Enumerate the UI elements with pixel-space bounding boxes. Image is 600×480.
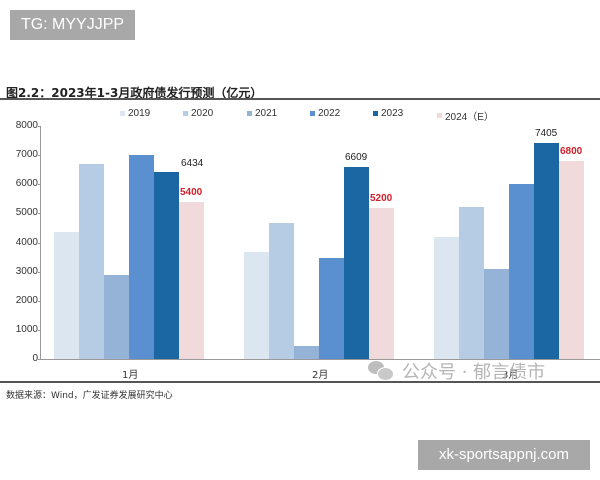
tg-badge: TG: MYYJJPP bbox=[10, 10, 135, 40]
legend-label: 2019 bbox=[128, 108, 151, 119]
value-label: 7405 bbox=[535, 128, 558, 140]
y-tick-mark bbox=[38, 242, 41, 244]
bar-2020 bbox=[459, 206, 484, 359]
bar-2024e bbox=[369, 207, 394, 359]
chart-legend: 2019 2020 2021 2022 2023 2024（E） bbox=[0, 108, 600, 124]
y-tick-mark bbox=[38, 184, 41, 186]
y-tick-label: 0 bbox=[32, 353, 38, 364]
x-axis bbox=[40, 359, 600, 360]
y-tick-label: 4000 bbox=[15, 236, 38, 248]
y-axis bbox=[40, 126, 41, 360]
legend-item: 2022 bbox=[310, 108, 340, 119]
title-divider bbox=[0, 98, 600, 100]
y-tick-mark bbox=[38, 271, 41, 273]
legend-label: 2023 bbox=[381, 108, 404, 119]
wechat-icon bbox=[368, 361, 394, 381]
bar-2024e bbox=[179, 201, 204, 359]
y-tick-label: 7000 bbox=[15, 149, 38, 161]
y-tick-label: 5000 bbox=[15, 207, 38, 219]
y-tick-label: 2000 bbox=[15, 294, 38, 306]
legend-label: 2020 bbox=[191, 108, 214, 119]
y-tick-mark bbox=[38, 329, 41, 331]
legend-swatch bbox=[247, 111, 252, 116]
watermark: 公众号 · 郁言债市 bbox=[368, 358, 545, 384]
bar-2024e bbox=[559, 160, 584, 359]
legend-swatch bbox=[310, 111, 315, 116]
watermark-text: 公众号 · 郁言债市 bbox=[402, 362, 546, 383]
figure-title: 图2.2：2023年1-3月政府债发行预测（亿元） bbox=[6, 86, 263, 100]
legend-label: 2024（E） bbox=[445, 112, 494, 123]
legend-item: 2019 bbox=[120, 108, 150, 119]
x-category-label: 2月 bbox=[312, 370, 329, 381]
bar-2021 bbox=[484, 268, 509, 359]
legend-swatch bbox=[437, 113, 442, 118]
legend-swatch bbox=[183, 111, 188, 116]
y-tick-mark bbox=[38, 213, 41, 215]
y-tick-label: 3000 bbox=[15, 265, 38, 277]
site-badge: xk-sportsappnj.com bbox=[418, 440, 590, 470]
data-source: 数据来源：Wind，广发证券发展研究中心 bbox=[6, 391, 173, 401]
bar-2021 bbox=[294, 345, 319, 359]
y-tick-mark bbox=[38, 300, 41, 302]
estimate-value-label: 5200 bbox=[370, 192, 393, 204]
legend-label: 2022 bbox=[318, 108, 341, 119]
bar-2019 bbox=[54, 232, 79, 359]
estimate-value-label: 5400 bbox=[180, 186, 203, 198]
x-category-label: 1月 bbox=[122, 370, 139, 381]
legend-item: 2021 bbox=[247, 108, 277, 119]
bar-2023 bbox=[534, 143, 559, 359]
legend-swatch bbox=[373, 111, 378, 116]
bar-2022 bbox=[319, 257, 344, 359]
y-tick-mark bbox=[38, 359, 41, 360]
y-tick-label: 8000 bbox=[15, 120, 38, 131]
y-tick-mark bbox=[38, 155, 41, 157]
bottom-divider bbox=[0, 381, 600, 383]
bar-2023 bbox=[344, 166, 369, 359]
legend-label: 2021 bbox=[255, 108, 278, 119]
bar-2021 bbox=[104, 274, 129, 359]
value-label: 6609 bbox=[345, 151, 368, 163]
legend-item: 2023 bbox=[373, 108, 403, 119]
legend-item: 2020 bbox=[183, 108, 213, 119]
bar-2023 bbox=[154, 171, 179, 359]
x-category-label: 3月 bbox=[502, 370, 519, 381]
bar-2022 bbox=[509, 184, 534, 359]
y-tick-mark bbox=[38, 126, 41, 127]
value-label: 6434 bbox=[181, 157, 204, 169]
bar-2019 bbox=[244, 251, 269, 359]
bar-2020 bbox=[79, 163, 104, 359]
bar-2022 bbox=[129, 155, 154, 359]
estimate-value-label: 6800 bbox=[560, 145, 583, 157]
bar-2019 bbox=[434, 236, 459, 359]
y-tick-label: 6000 bbox=[15, 178, 38, 190]
y-tick-label: 1000 bbox=[15, 323, 38, 335]
bar-2020 bbox=[269, 222, 294, 359]
legend-item: 2024（E） bbox=[437, 108, 494, 123]
legend-swatch bbox=[120, 111, 125, 116]
